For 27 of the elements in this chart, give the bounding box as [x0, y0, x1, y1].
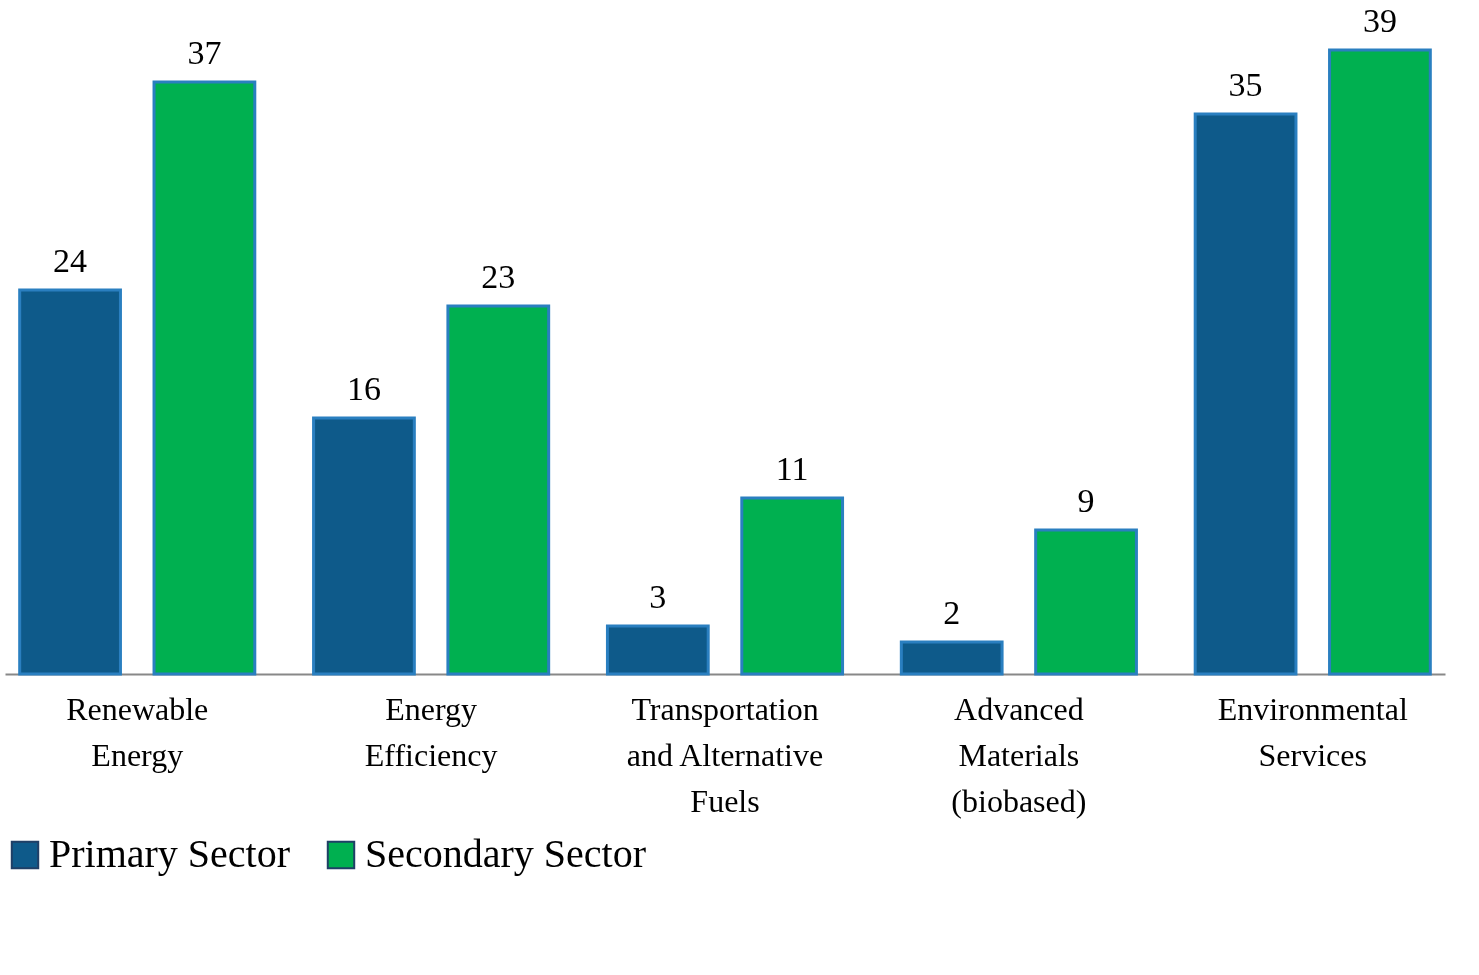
bar	[152, 80, 257, 676]
bar	[18, 288, 122, 676]
data-label: 35	[1228, 66, 1263, 103]
bar	[446, 304, 551, 676]
bar	[1193, 112, 1298, 676]
bar	[312, 416, 416, 676]
data-label: 39	[1362, 2, 1397, 39]
x-tick-label: Energy Efficiency	[364, 690, 498, 773]
data-label: 9	[1077, 482, 1095, 519]
x-tick-label: Transportation and Alternative Fuels	[626, 690, 824, 819]
bar	[605, 624, 710, 676]
bar	[740, 496, 845, 676]
data-label: 24	[53, 242, 88, 279]
data-label: 16	[346, 370, 381, 407]
data-label: 37	[187, 34, 222, 71]
bar	[899, 640, 1004, 676]
data-label: 3	[649, 578, 667, 615]
legend-label: Secondary Sector	[365, 831, 647, 876]
data-label: 11	[775, 450, 809, 487]
bar	[1328, 48, 1432, 676]
x-tick-label: Renewable Energy	[66, 690, 209, 773]
x-tick-label: Advanced Materials (biobased)	[951, 690, 1087, 819]
data-label: 23	[481, 258, 516, 295]
bar	[1034, 528, 1138, 676]
data-label: 2	[943, 594, 961, 631]
legend-label: Primary Sector	[49, 831, 291, 876]
x-tick-label: Environmental Services	[1217, 690, 1408, 773]
